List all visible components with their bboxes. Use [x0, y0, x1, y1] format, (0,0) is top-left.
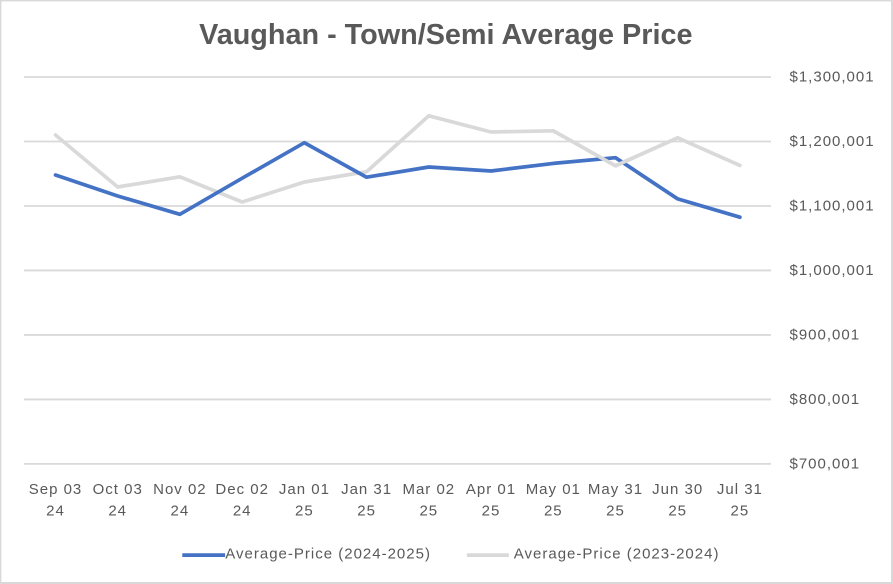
svg-text:25: 25: [357, 502, 376, 519]
svg-text:Sep 03: Sep 03: [29, 481, 83, 498]
svg-text:Apr 01: Apr 01: [466, 481, 516, 498]
svg-text:24: 24: [108, 502, 127, 519]
svg-text:Jul 31: Jul 31: [717, 481, 763, 498]
svg-text:Dec 02: Dec 02: [215, 481, 269, 498]
svg-text:$900,001: $900,001: [790, 326, 861, 343]
svg-text:25: 25: [544, 502, 563, 519]
svg-text:$700,001: $700,001: [790, 455, 861, 472]
svg-text:May 31: May 31: [588, 481, 643, 498]
svg-text:25: 25: [295, 502, 314, 519]
svg-text:$800,001: $800,001: [790, 391, 861, 408]
svg-text:Jan 31: Jan 31: [341, 481, 392, 498]
svg-text:$1,300,001: $1,300,001: [790, 68, 875, 85]
svg-text:$1,100,001: $1,100,001: [790, 197, 875, 214]
svg-text:Jun 30: Jun 30: [652, 481, 703, 498]
svg-text:25: 25: [668, 502, 687, 519]
svg-text:Vaughan - Town/Semi Average Pr: Vaughan - Town/Semi Average Price: [199, 19, 692, 51]
svg-text:Nov 02: Nov 02: [153, 481, 207, 498]
svg-text:24: 24: [46, 502, 65, 519]
svg-text:25: 25: [606, 502, 625, 519]
svg-text:May 01: May 01: [526, 481, 581, 498]
svg-text:Jan 01: Jan 01: [279, 481, 330, 498]
svg-text:$1,000,001: $1,000,001: [790, 262, 875, 279]
svg-text:24: 24: [171, 502, 190, 519]
svg-text:Mar 02: Mar 02: [402, 481, 455, 498]
svg-text:Average-Price (2023-2024): Average-Price (2023-2024): [514, 546, 720, 563]
svg-text:Average-Price (2024-2025): Average-Price (2024-2025): [225, 546, 431, 563]
svg-text:Oct 03: Oct 03: [93, 481, 143, 498]
svg-text:24: 24: [233, 502, 252, 519]
svg-text:25: 25: [731, 502, 750, 519]
svg-text:25: 25: [482, 502, 501, 519]
svg-text:25: 25: [419, 502, 438, 519]
svg-text:$1,200,001: $1,200,001: [790, 133, 875, 150]
